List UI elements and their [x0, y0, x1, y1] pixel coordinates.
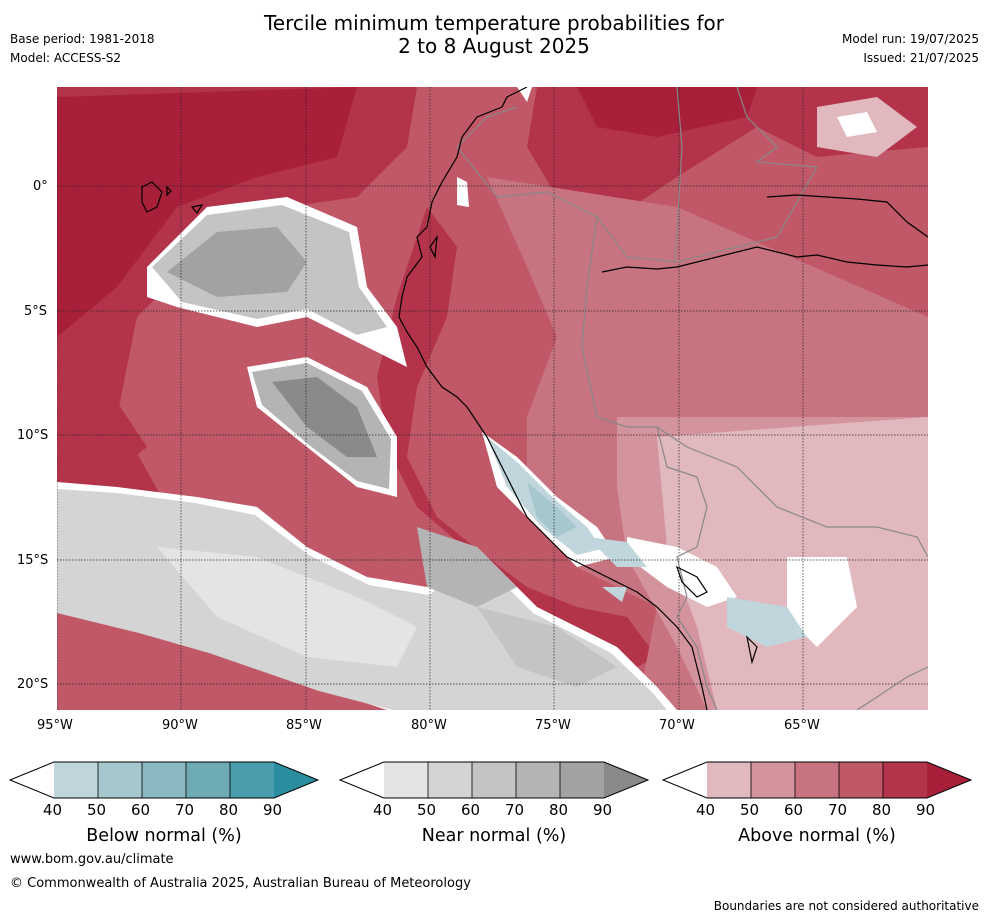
colorbar-below-tick: 70	[175, 801, 195, 819]
colorbar-near-normal-segment	[340, 762, 384, 798]
colorbar-above-normal-segment	[795, 762, 839, 798]
colorbar-above-normal-title: Above normal (%)	[738, 826, 896, 846]
colorbar-near-tick: 60	[461, 801, 481, 819]
colorbar-near-normal-segment	[472, 762, 516, 798]
map-title-line-1: Tercile minimum temperature probabilitie…	[263, 11, 725, 35]
model-name-text: Model: ACCESS-S2	[10, 51, 122, 65]
colorbar-above-normal-segment	[707, 762, 751, 798]
colorbar-below-normal-title: Below normal (%)	[86, 826, 242, 846]
colorbar-below-tick: 90	[263, 801, 283, 819]
colorbar-above-tick: 50	[740, 801, 760, 819]
graticule	[57, 87, 928, 710]
model-run-text: Model run: 19/07/2025	[841, 32, 979, 46]
map-title-line-2: 2 to 8 August 2025	[398, 34, 590, 58]
lon-label-65w: 65°W	[784, 718, 820, 733]
lon-label-90w: 90°W	[162, 718, 198, 733]
colorbar-above-tick: 60	[784, 801, 804, 819]
colorbar-above-normal-segment	[839, 762, 883, 798]
lat-label-20s: 20°S	[17, 677, 49, 692]
colorbar-below-normal-segment	[54, 762, 98, 798]
country-boundaries	[456, 87, 928, 710]
colorbar-above-tick: 80	[872, 801, 892, 819]
colorbar-above-normal-segment	[751, 762, 795, 798]
colorbar-near-normal-segment	[516, 762, 560, 798]
colorbar-above-normal-segment	[927, 762, 971, 798]
base-period-text: Base period: 1981-2018	[10, 32, 155, 46]
website-link[interactable]: www.bom.gov.au/climate	[10, 852, 174, 867]
colorbar-near-tick: 80	[549, 801, 569, 819]
colorbar-near-tick: 40	[373, 801, 393, 819]
lon-label-80w: 80°W	[411, 718, 447, 733]
colorbar-below-tick: 40	[43, 801, 63, 819]
colorbar-near-tick: 90	[593, 801, 613, 819]
colorbar-near-normal-segment	[604, 762, 648, 798]
probability-map	[57, 87, 928, 710]
colorbar-near-normal-segment	[428, 762, 472, 798]
lon-label-70w: 70°W	[659, 718, 695, 733]
colorbar-above-tick: 70	[828, 801, 848, 819]
lat-label-5s: 5°S	[24, 304, 48, 319]
copyright-text: © Commonwealth of Australia 2025, Austra…	[10, 876, 471, 891]
colorbar-below-normal	[8, 761, 320, 799]
colorbar-above-normal-segment	[663, 762, 707, 798]
coastlines	[141, 87, 928, 710]
colorbar-below-normal-segment	[98, 762, 142, 798]
colorbar-near-tick: 70	[505, 801, 525, 819]
colorbar-near-normal-title: Near normal (%)	[421, 826, 567, 846]
lon-label-75w: 75°W	[535, 718, 571, 733]
colorbar-below-normal-segment	[142, 762, 186, 798]
lon-label-95w: 95°W	[37, 718, 73, 733]
probability-shading	[57, 87, 928, 710]
colorbar-below-normal-segment	[186, 762, 230, 798]
issued-date-text: Issued: 21/07/2025	[863, 51, 979, 65]
colorbar-above-tick: 90	[916, 801, 936, 819]
colorbar-near-tick: 50	[417, 801, 437, 819]
colorbar-below-tick: 60	[131, 801, 151, 819]
lat-label-15s: 15°S	[17, 553, 49, 568]
lat-label-10s: 10°S	[17, 428, 49, 443]
colorbar-below-tick: 50	[87, 801, 107, 819]
colorbar-near-normal	[338, 761, 650, 799]
boundaries-disclaimer: Boundaries are not considered authoritat…	[713, 899, 979, 913]
colorbar-below-normal-segment	[274, 762, 318, 798]
colorbar-near-normal-segment	[384, 762, 428, 798]
colorbar-below-tick: 80	[219, 801, 239, 819]
colorbar-near-normal-segment	[560, 762, 604, 798]
lat-label-0: 0°	[33, 179, 48, 194]
map-title: Tercile minimum temperature probabilitie…	[0, 12, 988, 58]
colorbar-below-normal-segment	[230, 762, 274, 798]
colorbar-above-normal	[661, 761, 973, 799]
colorbar-above-normal-segment	[883, 762, 927, 798]
lon-label-85w: 85°W	[286, 718, 322, 733]
colorbar-above-tick: 40	[696, 801, 716, 819]
colorbar-below-normal-segment	[10, 762, 54, 798]
